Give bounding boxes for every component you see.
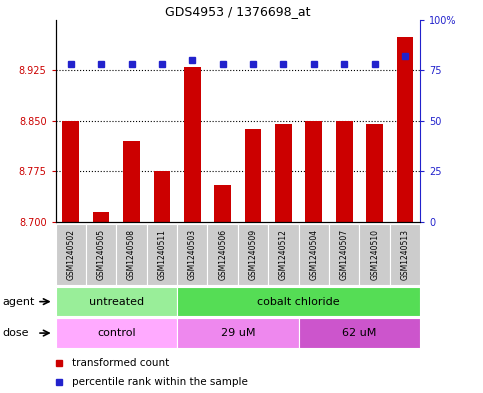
Bar [359,224,390,285]
Text: GSM1240505: GSM1240505 [97,229,106,280]
Bar [86,224,116,285]
Bar [366,124,383,222]
Bar [56,318,177,348]
Bar [275,123,292,222]
Bar [268,224,298,285]
Bar [56,224,86,285]
Bar [298,318,420,348]
Bar [56,287,177,316]
Bar [305,121,322,222]
Bar [214,185,231,222]
Text: dose: dose [2,328,29,338]
Text: 29 uM: 29 uM [221,328,255,338]
Bar [62,121,79,222]
Text: GSM1240506: GSM1240506 [218,229,227,280]
Bar [397,37,413,222]
Bar [208,224,238,285]
Text: GSM1240510: GSM1240510 [370,229,379,280]
Text: GSM1240511: GSM1240511 [157,229,167,280]
Bar [147,224,177,285]
Text: GSM1240508: GSM1240508 [127,229,136,280]
Text: 62 uM: 62 uM [342,328,377,338]
Bar [177,318,298,348]
Text: GSM1240503: GSM1240503 [188,229,197,280]
Bar [123,141,140,222]
Title: GDS4953 / 1376698_at: GDS4953 / 1376698_at [165,6,311,18]
Text: percentile rank within the sample: percentile rank within the sample [72,377,248,387]
Text: GSM1240504: GSM1240504 [309,229,318,280]
Text: agent: agent [2,297,35,307]
Text: transformed count: transformed count [72,358,169,367]
Text: cobalt chloride: cobalt chloride [257,297,340,307]
Text: GSM1240509: GSM1240509 [249,229,257,280]
Bar [154,171,170,222]
Bar [245,129,261,222]
Bar [298,224,329,285]
Text: GSM1240512: GSM1240512 [279,229,288,280]
Text: control: control [97,328,136,338]
Bar [177,287,420,316]
Bar [329,224,359,285]
Text: GSM1240513: GSM1240513 [400,229,410,280]
Text: untreated: untreated [89,297,144,307]
Bar [238,224,268,285]
Bar [177,224,208,285]
Text: GSM1240507: GSM1240507 [340,229,349,280]
Bar [336,121,353,222]
Bar [184,67,200,222]
Text: GSM1240502: GSM1240502 [66,229,75,280]
Bar [116,224,147,285]
Bar [390,224,420,285]
Bar [93,212,110,222]
